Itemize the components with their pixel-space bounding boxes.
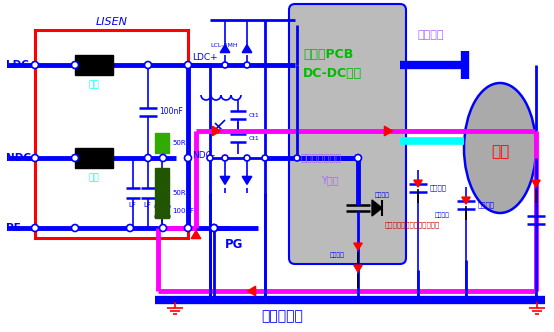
Circle shape — [211, 224, 218, 231]
Circle shape — [71, 224, 79, 231]
Text: 开关电源电路板: 开关电源电路板 — [301, 152, 342, 162]
Text: LISEN: LISEN — [95, 17, 127, 27]
Bar — [75, 55, 113, 75]
Circle shape — [32, 61, 38, 68]
Circle shape — [294, 155, 300, 161]
Polygon shape — [354, 243, 362, 250]
Polygon shape — [354, 265, 362, 272]
Circle shape — [32, 224, 38, 231]
Text: 控制线缆与电总分布电磁电容: 控制线缆与电总分布电磁电容 — [385, 222, 440, 228]
Polygon shape — [248, 286, 255, 296]
Polygon shape — [462, 197, 470, 204]
Polygon shape — [220, 44, 230, 52]
Circle shape — [355, 154, 362, 161]
Text: Ct1: Ct1 — [249, 135, 260, 140]
Circle shape — [145, 154, 151, 161]
Circle shape — [145, 61, 151, 68]
Text: 分布电容: 分布电容 — [330, 252, 345, 258]
Text: 分布电容: 分布电容 — [375, 192, 390, 198]
Text: LF: LF — [128, 202, 136, 208]
Circle shape — [244, 155, 250, 161]
Circle shape — [244, 62, 250, 68]
Bar — [155, 133, 169, 153]
Text: 高阻: 高阻 — [89, 80, 99, 90]
Polygon shape — [384, 126, 392, 136]
Text: 分布电容: 分布电容 — [435, 212, 450, 218]
Polygon shape — [414, 180, 422, 187]
Circle shape — [71, 154, 79, 161]
Polygon shape — [212, 126, 220, 136]
Text: 分布电容: 分布电容 — [430, 185, 447, 191]
Text: LDC+: LDC+ — [6, 60, 38, 70]
Circle shape — [207, 155, 213, 161]
Ellipse shape — [464, 83, 536, 213]
Circle shape — [184, 224, 192, 231]
Text: 控制板PCB: 控制板PCB — [303, 48, 353, 61]
Text: LCL-3MH: LCL-3MH — [210, 43, 238, 48]
Text: NDC-: NDC- — [192, 150, 215, 159]
Text: Ct1: Ct1 — [249, 113, 260, 118]
Circle shape — [126, 224, 134, 231]
Polygon shape — [372, 200, 382, 216]
Circle shape — [262, 155, 268, 161]
Text: PG: PG — [225, 238, 243, 251]
Text: 50R: 50R — [172, 140, 186, 146]
Text: DC-DC转换: DC-DC转换 — [303, 67, 362, 80]
Text: LDC+: LDC+ — [192, 52, 218, 61]
Circle shape — [211, 224, 218, 231]
Polygon shape — [242, 44, 252, 52]
Circle shape — [222, 155, 228, 161]
Text: 100nF: 100nF — [159, 107, 183, 116]
Text: 参考接地板: 参考接地板 — [261, 309, 303, 323]
Bar — [155, 168, 169, 218]
Polygon shape — [242, 176, 252, 184]
Text: 连接线缆: 连接线缆 — [418, 30, 444, 40]
Circle shape — [71, 61, 79, 68]
Circle shape — [160, 154, 167, 161]
Circle shape — [222, 62, 228, 68]
Circle shape — [184, 61, 192, 68]
Text: NDC-: NDC- — [6, 153, 35, 163]
Text: Y电容: Y电容 — [321, 175, 338, 185]
Text: 高阻: 高阻 — [89, 174, 99, 183]
Text: LF: LF — [143, 202, 151, 208]
Text: PE: PE — [6, 223, 20, 233]
Bar — [35, 30, 188, 238]
Polygon shape — [191, 231, 201, 239]
Polygon shape — [532, 180, 540, 187]
Circle shape — [32, 154, 38, 161]
Text: 负载: 负载 — [491, 144, 509, 159]
Circle shape — [160, 224, 167, 231]
Text: 50R: 50R — [172, 190, 186, 196]
Polygon shape — [220, 176, 230, 184]
Text: 分布电容: 分布电容 — [478, 202, 495, 208]
Text: 100nF: 100nF — [172, 208, 194, 214]
FancyBboxPatch shape — [289, 4, 406, 264]
Bar — [75, 148, 113, 168]
Circle shape — [184, 154, 192, 161]
